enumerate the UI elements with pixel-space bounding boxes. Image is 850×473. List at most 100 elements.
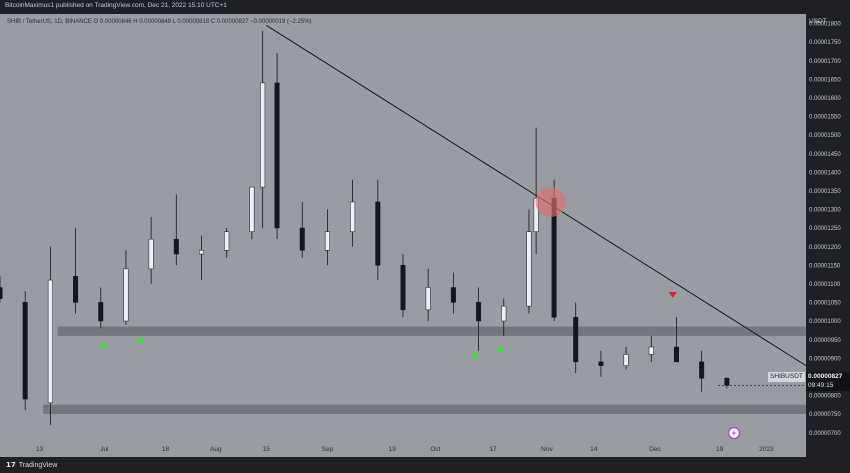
- candle: [375, 179, 381, 281]
- time-tick-label: 19: [716, 446, 724, 453]
- price-tick-label: 0.00000950: [809, 338, 841, 344]
- candle: [73, 228, 79, 314]
- green-up-arrow-icon: [100, 342, 109, 349]
- candle-body: [47, 279, 53, 404]
- candle: [274, 53, 280, 240]
- last-price-badge: 0.00000827: [806, 372, 850, 382]
- time-axis-background: [0, 440, 806, 457]
- event-marker-icon: [727, 426, 741, 440]
- candle: [199, 235, 204, 281]
- candle: [573, 302, 579, 374]
- candles: [0, 30, 730, 426]
- green-up-arrow-icon: [136, 336, 145, 343]
- time-tick-label: Jul: [100, 446, 109, 453]
- candle: [501, 298, 507, 336]
- candle: [249, 186, 255, 240]
- candle-body: [73, 276, 79, 303]
- price-tick-label: 0.00001000: [809, 319, 841, 325]
- candle-body: [224, 231, 230, 251]
- candle: [22, 291, 28, 411]
- time-tick-label: 2023: [759, 446, 774, 453]
- candle-body: [724, 378, 730, 386]
- countdown-badge: 09:49:15: [806, 381, 850, 391]
- price-tick-label: 0.00001750: [809, 40, 841, 46]
- candle: [648, 335, 654, 362]
- support-zone: [57, 326, 807, 336]
- candle-body: [400, 264, 406, 311]
- candle: [598, 350, 604, 377]
- candle: [350, 179, 356, 247]
- green-up-arrow-icon: [470, 351, 479, 358]
- candle-body: [249, 186, 255, 232]
- price-tick-label: 0.00001500: [809, 133, 841, 139]
- tradingview-logo[interactable]: 17 TradingView: [6, 461, 57, 469]
- footer-bar: 17 TradingView: [0, 457, 850, 473]
- candle: [148, 216, 154, 284]
- candle-body: [123, 268, 129, 322]
- candle-body: [598, 361, 604, 366]
- tradingview-logo-icon: 17: [6, 461, 16, 469]
- price-tick-label: 0.00001550: [809, 115, 841, 121]
- candle: [299, 201, 305, 258]
- ohlc-legend: SHIB / TetherUS, 1D, BINANCE O 0.0000084…: [7, 19, 312, 25]
- candle-body: [0, 287, 3, 299]
- candle: [260, 30, 266, 228]
- time-tick-label: 17: [489, 446, 497, 453]
- time-tick-label: 19: [389, 446, 397, 453]
- candle-body: [699, 361, 705, 379]
- time-tick-label: 15: [263, 446, 271, 453]
- price-tick-label: 0.00000700: [809, 431, 841, 437]
- candle-body: [648, 346, 654, 355]
- candle: [0, 276, 3, 303]
- candle: [699, 350, 705, 392]
- candle-body: [260, 82, 266, 188]
- time-tick-label: Nov: [541, 446, 553, 453]
- publisher-line: BitcoinMaximus1 published on TradingView…: [5, 2, 227, 9]
- chart-background: [0, 14, 850, 457]
- price-tick-label: 0.00001300: [809, 208, 841, 214]
- candle-body: [299, 227, 305, 251]
- support-zone: [43, 404, 806, 414]
- support-zones: [43, 326, 807, 414]
- candle: [476, 287, 482, 351]
- price-tick-label: 0.00001050: [809, 301, 841, 307]
- annotations: [100, 24, 807, 440]
- time-axis[interactable]: 13 Jul 18 Aug 15 Sep 19 Oct 17 Nov 14 Dec 19 2023: [36, 446, 774, 453]
- candle-body: [173, 238, 179, 255]
- price-tick-label: 0.00000800: [809, 394, 841, 400]
- price-tick-label: 0.00001400: [809, 170, 841, 176]
- candle-body: [274, 82, 280, 229]
- candle-body: [425, 287, 431, 311]
- price-tick-label: 0.00001200: [809, 245, 841, 251]
- time-tick-label: Aug: [210, 446, 222, 453]
- candle: [673, 317, 679, 363]
- candle: [526, 209, 532, 314]
- top-bar: BitcoinMaximus1 published on TradingView…: [0, 0, 850, 14]
- candle: [400, 254, 406, 318]
- candle: [224, 228, 230, 258]
- price-tick-label: 0.00001650: [809, 77, 841, 83]
- time-tick-label: 18: [162, 446, 170, 453]
- symbol-badge: SHIBUSDT: [768, 372, 805, 382]
- candle-body: [673, 346, 679, 363]
- candle-body: [98, 302, 104, 322]
- price-tick-label: 0.00001150: [809, 263, 841, 269]
- rejection-circle: [535, 186, 566, 217]
- candle-body: [501, 305, 507, 322]
- time-tick-label: 14: [590, 446, 598, 453]
- candle: [123, 250, 129, 325]
- candle: [47, 246, 53, 426]
- candle-body: [22, 302, 28, 400]
- candle-body: [350, 201, 356, 232]
- candle-body: [476, 302, 482, 322]
- price-tick-label: 0.00001600: [809, 96, 841, 102]
- candle-body: [199, 250, 204, 255]
- candle-body: [450, 287, 456, 303]
- time-tick-label: 13: [36, 446, 44, 453]
- candle: [173, 194, 179, 266]
- price-tick-label: 0.00001450: [809, 152, 841, 158]
- price-tick-label: 0.00001250: [809, 226, 841, 232]
- price-tick-label: 0.00000900: [809, 356, 841, 362]
- price-tick-label: 0.00001350: [809, 189, 841, 195]
